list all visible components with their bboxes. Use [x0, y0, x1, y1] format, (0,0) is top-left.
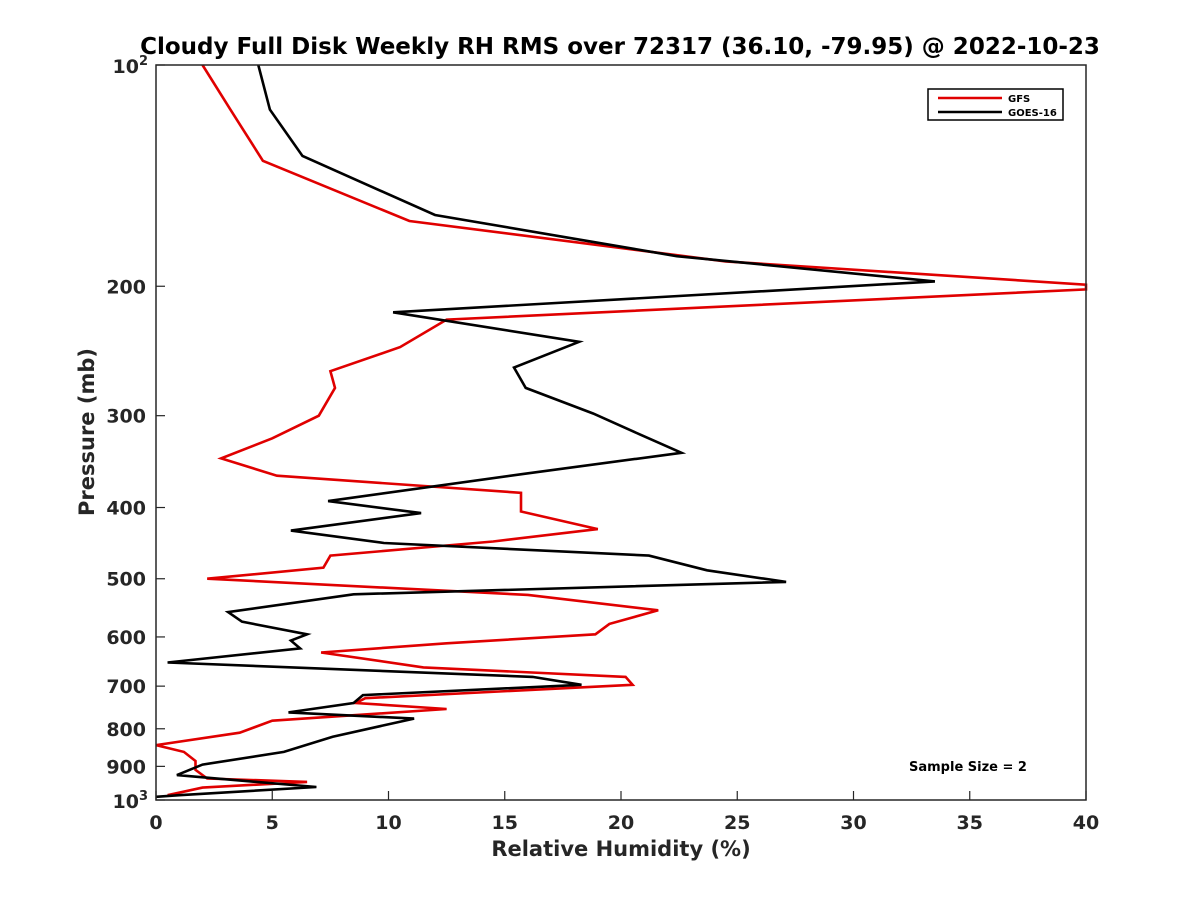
chart-title: Cloudy Full Disk Weekly RH RMS over 7231…	[140, 34, 1100, 60]
series-line-gfs	[155, 64, 1088, 797]
legend: GFS GOES-16	[927, 88, 1064, 121]
series-layer	[155, 64, 1088, 799]
y-tick-label: 103	[113, 789, 149, 813]
x-tick-label: 35	[957, 812, 983, 834]
x-tick-label: 5	[266, 812, 279, 834]
x-tick-label: 40	[1073, 812, 1099, 834]
x-tick-label: 20	[608, 812, 634, 834]
y-tick-label: 700	[106, 676, 146, 698]
y-tick-label: 200	[106, 276, 146, 298]
y-tick-label: 900	[106, 756, 146, 778]
y-tick-label: 800	[106, 719, 146, 741]
legend-box	[927, 88, 1064, 121]
x-tick-label: 15	[492, 812, 518, 834]
x-tick-label: 25	[724, 812, 750, 834]
legend-label-gfs: GFS	[1008, 94, 1030, 105]
x-tick-label: 10	[375, 812, 401, 834]
y-tick-label: 600	[106, 627, 146, 649]
x-axis-ticks: 0 5 10 15 20 25 30 35 40	[149, 791, 1099, 834]
x-axis-label: Relative Humidity (%)	[491, 837, 750, 861]
x-tick-label: 30	[840, 812, 866, 834]
y-axis-label: Pressure (mb)	[75, 348, 99, 516]
y-tick-label: 300	[106, 406, 146, 428]
y-axis-ticks: 102 200 300 400 500 600 700 800 900 103	[106, 54, 165, 813]
sample-size-annotation: Sample Size = 2	[909, 760, 1027, 775]
x-tick-label: 0	[149, 812, 162, 834]
series-line-goes-16	[155, 64, 936, 799]
y-tick-label: 400	[106, 498, 146, 520]
legend-label-goes-16: GOES-16	[1008, 108, 1057, 119]
y-tick-label: 500	[106, 569, 146, 591]
y-tick-label: 102	[113, 54, 149, 78]
